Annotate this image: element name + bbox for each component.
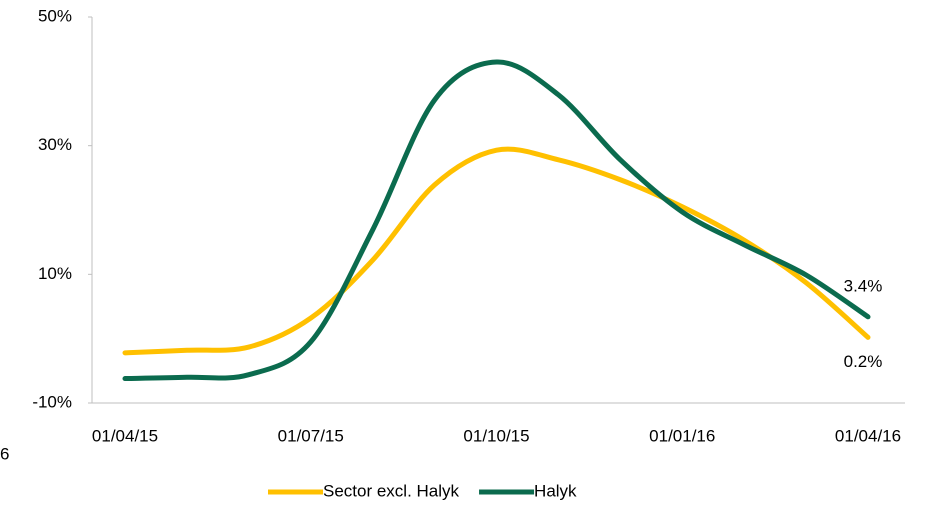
x-tick-label: 01/01/16 [649, 426, 715, 445]
annotation: 6 [0, 444, 9, 463]
y-tick-label: -10% [32, 392, 72, 411]
line [122, 59, 871, 382]
y-tick-label: 50% [38, 6, 72, 25]
x-tick-label: 01/10/15 [463, 426, 529, 445]
x-tick-label: 01/04/16 [835, 426, 901, 445]
y-tick-label: 10% [38, 264, 72, 283]
line [122, 146, 871, 356]
data-label: 0.2% [844, 352, 883, 371]
x-tick-label: 01/04/15 [92, 426, 158, 445]
data-label: 3.4% [844, 276, 883, 295]
y-tick-label: 30% [38, 135, 72, 154]
legend-label: Halyk [534, 481, 577, 500]
legend-label: Sector excl. Halyk [323, 481, 460, 500]
x-tick-label: 01/07/15 [278, 426, 344, 445]
